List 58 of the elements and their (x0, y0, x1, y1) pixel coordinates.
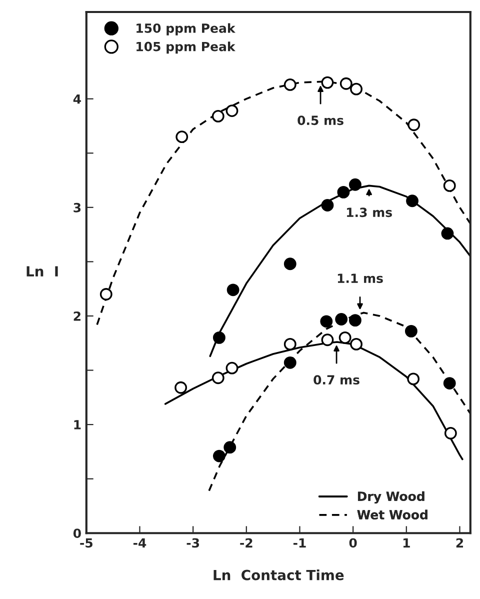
y-tick-label: 1 (74, 420, 81, 430)
point (321, 76, 334, 89)
point (224, 441, 236, 454)
y-axis-title: Ln I (26, 266, 58, 276)
x-tick-label: -5 (80, 538, 92, 548)
point (284, 356, 296, 369)
point (174, 381, 188, 394)
point (337, 186, 350, 198)
point (350, 338, 362, 350)
point (443, 377, 456, 390)
point (226, 104, 238, 117)
legend-label: 105 ppm Peak (136, 42, 236, 54)
annotation: 1.1 ms (338, 274, 383, 284)
annotation: 0.5 ms (298, 116, 344, 126)
point (350, 82, 362, 96)
legend-label: 150 ppm Peak (136, 23, 236, 36)
point (212, 110, 224, 122)
y-tick-label: 3 (74, 202, 81, 212)
point (321, 199, 334, 212)
annotation: 1.3 ms (346, 208, 392, 218)
point (335, 313, 348, 326)
point (284, 338, 296, 350)
point (340, 77, 352, 90)
point (100, 288, 112, 300)
point (348, 314, 362, 327)
point (212, 331, 226, 344)
point (404, 324, 418, 338)
point (406, 194, 418, 208)
point (444, 427, 457, 440)
legend-label: Wet Wood (357, 510, 428, 520)
annotation: 0.7 ms (314, 375, 360, 385)
point (226, 362, 238, 374)
point (338, 331, 352, 344)
point (348, 178, 362, 191)
legend-label: Dry Wood (358, 491, 424, 504)
point (443, 179, 456, 192)
point (320, 315, 333, 328)
point (441, 227, 454, 240)
x-tick-label: -2 (240, 538, 252, 548)
x-axis-title: Ln Contact Time (214, 570, 344, 580)
x-tick-label: 2 (456, 538, 463, 548)
x-tick-label: -4 (133, 538, 146, 548)
point (284, 258, 296, 270)
point (212, 450, 226, 462)
point (212, 372, 224, 384)
point (284, 78, 296, 91)
y-tick-label: 2 (74, 311, 80, 321)
x-tick-label: -1 (293, 538, 306, 548)
point (407, 372, 420, 386)
y-tick-label: 4 (73, 94, 81, 104)
x-tick-label: 1 (403, 538, 410, 548)
point (408, 118, 420, 132)
point (321, 334, 334, 346)
point (226, 284, 240, 296)
y-tick-label: 0 (73, 528, 81, 538)
point (176, 130, 188, 144)
x-tick-label: -3 (186, 538, 200, 548)
x-tick-label: 0 (349, 538, 357, 548)
